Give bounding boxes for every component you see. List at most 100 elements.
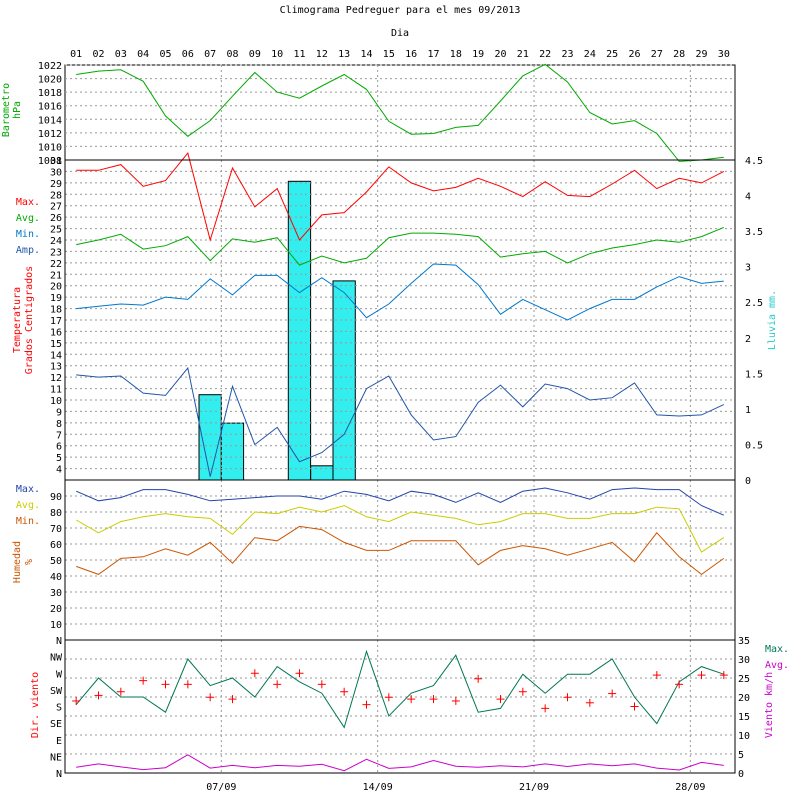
barometer-tick-label: 1008 <box>38 156 62 167</box>
humidity-tick-label: 60 <box>50 540 62 551</box>
day-tick-label: 21 <box>517 49 529 60</box>
day-tick-label: 10 <box>271 49 283 60</box>
humidity-tick-label: 30 <box>50 588 62 599</box>
day-tick-label: 30 <box>718 49 730 60</box>
rain-tick-label: 3.5 <box>745 227 763 238</box>
day-tick-label: 22 <box>539 49 551 60</box>
rain-bar <box>310 465 334 481</box>
day-tick-label: 23 <box>561 49 573 60</box>
wind-speed-tick-label: 25 <box>738 674 750 685</box>
temperature-tick-label: 26 <box>50 213 62 224</box>
humidity-line-max <box>76 487 724 516</box>
temperature-tick-label: 8 <box>56 419 62 430</box>
barometer-tick-label: 1020 <box>38 75 62 86</box>
humidity-line-avg <box>75 505 725 553</box>
rain-tick-label: 0 <box>745 476 751 487</box>
week-date-label: 21/09 <box>519 782 549 793</box>
barometer-ylabel-unit: hPa <box>12 101 23 119</box>
day-tick-label: 06 <box>182 49 194 60</box>
day-tick-label: 02 <box>92 49 104 60</box>
day-tick-label: 04 <box>137 49 149 60</box>
day-tick-label: 13 <box>338 49 350 60</box>
temperature-tick-label: 7 <box>56 430 62 441</box>
week-date-label: 14/09 <box>363 782 393 793</box>
temperature-tick-label: 19 <box>50 293 62 304</box>
temperature-tick-label: 23 <box>50 247 62 258</box>
humidity-tick-label: N <box>56 636 62 647</box>
rain-bar <box>220 422 245 481</box>
wind-line-max <box>75 649 724 729</box>
temperature-tick-label: 5 <box>56 453 62 464</box>
barometer-panel-frame <box>64 64 736 161</box>
temperature-tick-label: 14 <box>50 350 62 361</box>
day-tick-label: 08 <box>226 49 238 60</box>
temperature-tick-label: 24 <box>50 236 62 247</box>
humidity-tick-label: 20 <box>50 604 62 615</box>
temperature-legend-item: Max. <box>16 197 40 208</box>
temperature-tick-label: 11 <box>50 385 62 396</box>
humidity-legend-item: Max. <box>16 484 40 495</box>
humidity-tick-label: 90 <box>50 492 62 503</box>
day-tick-label: 05 <box>159 49 171 60</box>
rain-tick-label: 2.5 <box>745 298 763 309</box>
top-axis-label: Dia <box>391 28 409 39</box>
day-tick-label: 17 <box>427 49 439 60</box>
temperature-tick-label: 21 <box>50 270 62 281</box>
wind-legend-item: Max. <box>765 644 789 655</box>
temperature-tick-label: 17 <box>50 316 62 327</box>
wind-dir-ylabel: Dir. viento <box>30 672 41 738</box>
day-tick-label: 18 <box>450 49 462 60</box>
rain-ylabel: Lluvia mm. <box>767 290 778 350</box>
humidity-tick-label: 80 <box>50 508 62 519</box>
humidity-tick-label: 70 <box>50 524 62 535</box>
rain-tick-label: 0.5 <box>745 440 763 451</box>
rain-tick-label: 1.5 <box>745 369 763 380</box>
temperature-tick-label: 27 <box>50 202 62 213</box>
barometer-ylabel: Barometro <box>1 83 12 137</box>
humidity-line-min <box>76 525 725 576</box>
barometer-tick-label: 1022 <box>38 61 62 72</box>
day-tick-label: 19 <box>472 49 484 60</box>
temperature-line-amp <box>76 366 725 477</box>
wind-panel-frame <box>64 639 736 774</box>
day-tick-label: 25 <box>606 49 618 60</box>
day-tick-label: 16 <box>405 49 417 60</box>
wind-dir-tick-label: SW <box>50 686 63 697</box>
humidity-tick-label: 40 <box>50 572 62 583</box>
humidity-tick-label: 50 <box>50 556 62 567</box>
wind-speed-tick-label: 10 <box>738 731 750 742</box>
day-tick-label: 27 <box>651 49 663 60</box>
temperature-tick-label: 18 <box>50 305 62 316</box>
rain-tick-label: 4.5 <box>745 156 763 167</box>
temperature-line-max <box>76 152 725 242</box>
temperature-tick-label: 22 <box>50 259 62 270</box>
wind-speed-tick-label: 30 <box>738 655 750 666</box>
day-tick-label: 01 <box>70 49 82 60</box>
rain-bar <box>332 280 356 481</box>
wind-speed-ylabel: Viento km/h <box>764 672 775 738</box>
wind-speed-tick-label: 20 <box>738 693 750 704</box>
humidity-ylabel: Humedad <box>12 541 23 583</box>
wind-dir-tick-label: E <box>56 736 62 747</box>
rain-tick-label: 3 <box>745 263 751 274</box>
wind-speed-tick-label: 15 <box>738 712 750 723</box>
temperature-tick-label: 20 <box>50 282 62 293</box>
barometer-tick-label: 1016 <box>38 102 62 113</box>
temperature-tick-label: 4 <box>56 465 62 476</box>
wind-speed-tick-label: 5 <box>738 750 744 761</box>
rain-bar <box>287 180 312 481</box>
day-tick-label: 24 <box>584 49 596 60</box>
day-tick-label: 29 <box>695 49 707 60</box>
barometer-tick-label: 1014 <box>38 115 62 126</box>
humidity-legend-item: Avg. <box>16 500 40 511</box>
temperature-tick-label: 29 <box>50 179 62 190</box>
rain-tick-label: 1 <box>745 405 751 416</box>
humidity-legend-item: Min. <box>16 516 40 527</box>
day-tick-label: 11 <box>293 49 305 60</box>
wind-legend-item: Avg. <box>765 660 789 671</box>
wind-line-avg <box>76 754 724 772</box>
temperature-tick-label: 28 <box>50 190 62 201</box>
temperature-tick-label: 16 <box>50 327 62 338</box>
day-tick-label: 03 <box>115 49 127 60</box>
